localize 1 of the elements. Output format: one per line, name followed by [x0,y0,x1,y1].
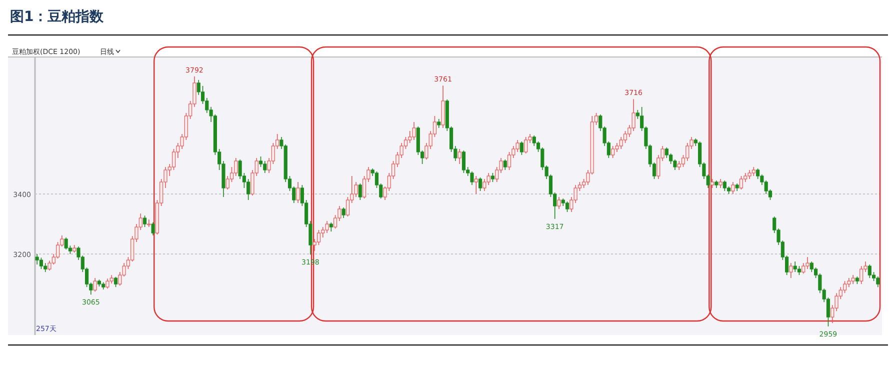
title: 图1：豆粕指数 [10,9,104,25]
